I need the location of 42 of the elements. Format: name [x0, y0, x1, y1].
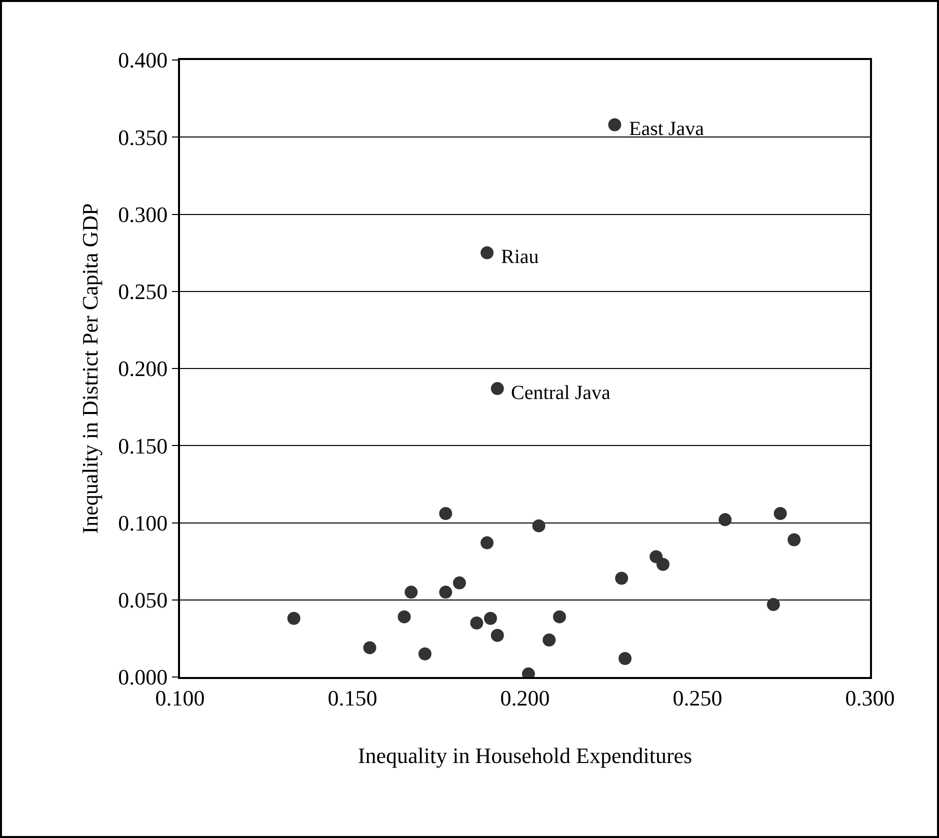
point	[287, 612, 300, 625]
x-axis-title: Inequality in Household Expenditures	[358, 742, 692, 768]
x-tick-label: 0.200	[500, 685, 550, 710]
annotation: East Java	[629, 118, 704, 140]
x-tick-label: 0.150	[328, 685, 378, 710]
point	[404, 586, 418, 599]
point	[553, 610, 566, 624]
point	[542, 633, 556, 646]
point	[363, 641, 376, 654]
point	[452, 576, 466, 590]
point	[480, 246, 494, 260]
point	[656, 558, 670, 571]
y-tick-label: 0.250	[118, 279, 168, 304]
point	[618, 652, 632, 665]
point	[532, 519, 546, 532]
point	[718, 513, 732, 526]
y-tick-label: 0.100	[118, 510, 168, 536]
point	[470, 616, 484, 630]
y-tick-label: 0.350	[118, 124, 168, 150]
y-tick-label: 0.150	[118, 433, 168, 458]
point	[615, 572, 628, 585]
point	[608, 118, 622, 132]
x-tick-label: 0.250	[672, 685, 722, 710]
point	[774, 507, 787, 520]
point	[480, 536, 494, 550]
y-tick-label: 0.050	[118, 588, 168, 613]
y-tick-label: 0.400	[118, 48, 168, 73]
point	[439, 507, 452, 520]
point	[484, 612, 497, 625]
point	[766, 598, 780, 611]
point	[418, 647, 432, 660]
annotation: Central Java	[511, 382, 611, 404]
point	[490, 628, 504, 642]
y-tick-label: 0.200	[118, 356, 168, 382]
annotation: Riau	[501, 246, 539, 268]
x-tick-label: 0.300	[845, 685, 895, 710]
y-tick-label: 0.300	[118, 202, 168, 227]
point	[788, 533, 801, 546]
y-axis-title: Inequality in District Per Capita GDP	[77, 203, 102, 534]
point	[439, 586, 452, 599]
point	[398, 610, 411, 624]
point	[490, 382, 504, 396]
